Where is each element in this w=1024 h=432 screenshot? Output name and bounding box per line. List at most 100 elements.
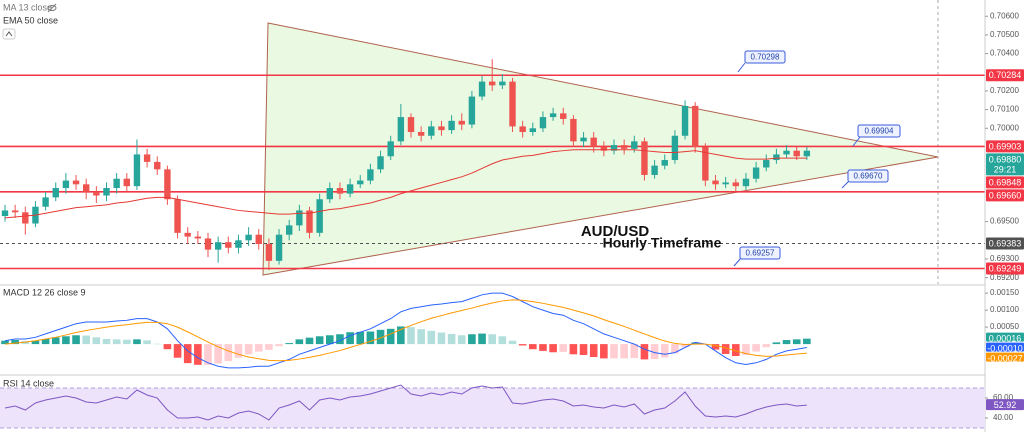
macd-histogram-bar bbox=[447, 333, 456, 345]
macd-histogram-bar bbox=[620, 344, 628, 359]
collapse-button[interactable] bbox=[2, 28, 16, 40]
macd-histogram-bar bbox=[508, 340, 517, 345]
macd-histogram-bar bbox=[153, 343, 162, 345]
macd-histogram-bar bbox=[468, 334, 476, 345]
candle-body bbox=[428, 126, 435, 136]
y-tick-label: 60.00 bbox=[993, 393, 1014, 402]
chart-subtitle: Hourly Timeframe bbox=[603, 235, 722, 251]
macd-histogram-bar bbox=[417, 329, 425, 345]
candle-body bbox=[346, 184, 354, 194]
candle-body bbox=[164, 169, 171, 200]
macd-histogram-bar bbox=[1, 340, 9, 345]
price-label-box bbox=[986, 176, 1024, 189]
y-tick-label: 40.00 bbox=[993, 413, 1014, 422]
price-label: 0.69880 bbox=[989, 154, 1022, 164]
macd-histogram-bar bbox=[772, 342, 781, 345]
candle-body bbox=[499, 81, 506, 86]
price-label: 0.69660 bbox=[989, 190, 1022, 200]
y-tick-label: 0.70500 bbox=[990, 30, 1019, 39]
macd-line bbox=[4, 299, 807, 362]
macd-histogram-bar bbox=[559, 344, 568, 352]
macd-histogram-bar bbox=[123, 339, 131, 345]
candle-body bbox=[275, 234, 283, 261]
macd-histogram-bar bbox=[711, 344, 720, 350]
macd-histogram-bar bbox=[336, 334, 344, 345]
y-tick-label: 0.70200 bbox=[990, 86, 1019, 95]
macd-histogram-bar bbox=[671, 344, 679, 354]
macd-histogram-bar bbox=[386, 328, 395, 345]
candle-body bbox=[661, 160, 668, 166]
callout: 0.69904 bbox=[852, 124, 901, 147]
callout-label: 0.69257 bbox=[746, 249, 775, 258]
legend-entry: MA 13 close bbox=[3, 2, 52, 12]
callout-label: 0.69904 bbox=[865, 127, 894, 136]
callout-box bbox=[857, 124, 901, 138]
macd-histogram-bar bbox=[92, 337, 101, 345]
macd-histogram-bar bbox=[72, 335, 80, 345]
price-label-box bbox=[986, 189, 1024, 202]
triangle-shape bbox=[262, 22, 939, 276]
candle-body bbox=[763, 160, 770, 168]
price-label: 0.69848 bbox=[989, 177, 1022, 187]
candle-body bbox=[225, 242, 232, 248]
macd-histogram-bar bbox=[803, 338, 811, 345]
macd-histogram-bar bbox=[326, 335, 334, 345]
macd-histogram-bar bbox=[640, 344, 649, 360]
candle-body bbox=[600, 146, 608, 151]
macd-histogram-bar bbox=[204, 344, 212, 365]
macd-histogram-bar bbox=[173, 344, 182, 358]
candle-body bbox=[783, 150, 790, 155]
macd-line bbox=[4, 292, 807, 369]
macd-histogram-bar bbox=[478, 333, 486, 345]
candle-body bbox=[326, 188, 333, 200]
candle-body bbox=[580, 137, 587, 142]
candle-body bbox=[468, 96, 476, 125]
macd-histogram-bar bbox=[11, 340, 19, 345]
macd-histogram-bar bbox=[31, 340, 40, 345]
candle-body bbox=[742, 178, 750, 187]
callout-label: 0.69670 bbox=[854, 172, 883, 181]
rsi-line bbox=[4, 384, 807, 421]
candle-body bbox=[204, 238, 212, 250]
macd-histogram-bar bbox=[792, 339, 801, 345]
macd-histogram-bar bbox=[163, 344, 172, 350]
macd-histogram-bar bbox=[234, 344, 243, 358]
macd-histogram-bar bbox=[346, 332, 354, 345]
candle-body bbox=[417, 132, 425, 136]
macd-histogram-bar bbox=[518, 344, 527, 346]
price-label: 0.70284 bbox=[989, 70, 1022, 80]
callout: 0.70298 bbox=[737, 50, 786, 73]
macd-histogram-bar bbox=[356, 331, 365, 345]
macd-histogram-bar bbox=[742, 344, 750, 355]
rsi-band bbox=[0, 388, 985, 428]
price-label-box bbox=[986, 237, 1024, 250]
candle-body bbox=[103, 188, 110, 196]
candle-body bbox=[113, 178, 120, 189]
macd-histogram-bar bbox=[539, 344, 547, 351]
candle-body bbox=[286, 225, 293, 235]
macd-histogram-bar bbox=[762, 344, 771, 348]
y-tick-label: 0.70600 bbox=[990, 11, 1019, 20]
y-tick-label: 0.70400 bbox=[990, 49, 1019, 58]
candle-body bbox=[245, 234, 252, 241]
callout-box bbox=[739, 246, 781, 260]
candle-body bbox=[22, 212, 29, 224]
candle-body bbox=[316, 199, 323, 233]
candle-body bbox=[235, 240, 242, 248]
callout-pointer bbox=[737, 62, 746, 73]
candle-body bbox=[154, 161, 161, 170]
candle-body bbox=[255, 234, 262, 245]
macd-histogram-bar bbox=[427, 330, 436, 345]
macd-histogram-bar bbox=[782, 340, 791, 345]
macd-histogram-bar bbox=[681, 344, 689, 348]
candle-body bbox=[1, 210, 9, 217]
macd-histogram-bar bbox=[224, 344, 233, 362]
candle-body bbox=[641, 141, 648, 175]
price-label-box bbox=[986, 352, 1024, 362]
pane-title: RSI 14 close bbox=[3, 378, 54, 388]
macd-histogram-bar bbox=[579, 344, 588, 355]
candle-body bbox=[692, 105, 699, 147]
hide-icon[interactable] bbox=[47, 3, 57, 13]
macd-histogram-bar bbox=[275, 344, 283, 347]
